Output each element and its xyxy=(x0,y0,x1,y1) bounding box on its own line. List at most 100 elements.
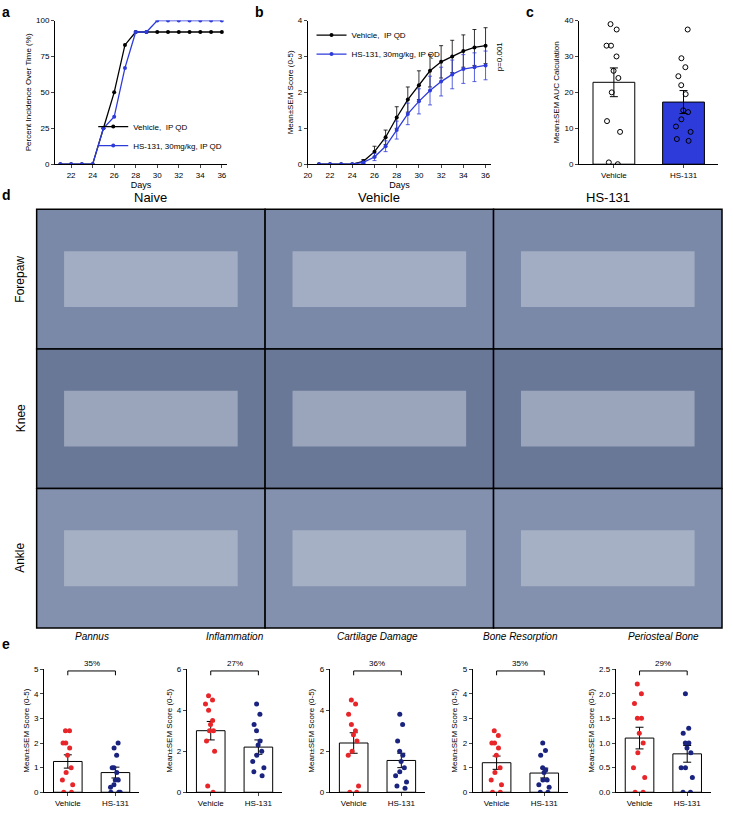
svg-text:Vehicle: Vehicle xyxy=(55,799,81,808)
svg-text:Forepaw: Forepaw xyxy=(13,256,27,303)
svg-text:2: 2 xyxy=(34,739,39,748)
svg-text:4: 4 xyxy=(34,690,39,699)
svg-text:Knee: Knee xyxy=(14,404,28,432)
svg-text:2.5: 2.5 xyxy=(599,665,611,674)
svg-text:HS-131, 30mg/kg, IP QD: HS-131, 30mg/kg, IP QD xyxy=(133,142,222,151)
svg-text:HS-131: HS-131 xyxy=(245,799,273,808)
svg-text:5: 5 xyxy=(463,665,468,674)
svg-text:Naive: Naive xyxy=(134,190,167,205)
svg-text:2: 2 xyxy=(320,747,325,756)
svg-text:2: 2 xyxy=(177,747,182,756)
svg-text:HS-131: HS-131 xyxy=(674,799,702,808)
svg-text:3: 3 xyxy=(463,714,468,723)
svg-text:0: 0 xyxy=(320,788,325,797)
svg-text:Bone Resorption: Bone Resorption xyxy=(483,631,558,642)
svg-text:0: 0 xyxy=(569,160,574,169)
svg-text:Mean±SEM Score (0-5): Mean±SEM Score (0-5) xyxy=(587,688,596,772)
svg-text:0: 0 xyxy=(177,788,182,797)
svg-text:34: 34 xyxy=(196,171,205,180)
svg-text:HS-131: HS-131 xyxy=(531,799,559,808)
svg-text:36: 36 xyxy=(217,171,226,180)
svg-text:3: 3 xyxy=(298,52,303,61)
svg-text:29%: 29% xyxy=(655,659,671,668)
svg-text:1.5: 1.5 xyxy=(599,714,611,723)
svg-text:26: 26 xyxy=(110,171,119,180)
svg-text:35%: 35% xyxy=(512,659,528,668)
svg-text:6: 6 xyxy=(177,665,182,674)
svg-text:e: e xyxy=(2,636,10,652)
svg-text:Mean±SEM AUC Calculation: Mean±SEM AUC Calculation xyxy=(552,41,561,143)
svg-text:35%: 35% xyxy=(84,659,100,668)
svg-text:75: 75 xyxy=(40,52,49,61)
svg-text:50: 50 xyxy=(40,88,49,97)
svg-text:30: 30 xyxy=(153,171,162,180)
svg-text:HS-131: HS-131 xyxy=(102,799,130,808)
svg-text:1: 1 xyxy=(298,124,303,133)
svg-text:0: 0 xyxy=(463,788,468,797)
svg-text:Mean±SEM Score (0-5): Mean±SEM Score (0-5) xyxy=(307,688,316,772)
svg-text:Inflammation: Inflammation xyxy=(206,631,264,642)
svg-text:Percent Incidence Over Time (%: Percent Incidence Over Time (%) xyxy=(24,33,33,151)
svg-text:36: 36 xyxy=(481,171,490,180)
svg-text:Days: Days xyxy=(389,180,410,190)
svg-text:4: 4 xyxy=(320,706,325,715)
svg-text:d: d xyxy=(2,187,11,203)
svg-text:32: 32 xyxy=(437,171,446,180)
svg-text:Vehicle: Vehicle xyxy=(358,190,400,205)
svg-text:32: 32 xyxy=(174,171,183,180)
svg-text:Vehicle: Vehicle xyxy=(198,799,224,808)
svg-text:2: 2 xyxy=(463,739,468,748)
svg-text:1: 1 xyxy=(34,763,39,772)
svg-text:p=0.001: p=0.001 xyxy=(495,42,504,72)
svg-text:1: 1 xyxy=(463,763,468,772)
svg-text:6: 6 xyxy=(320,665,325,674)
svg-text:24: 24 xyxy=(88,171,97,180)
svg-text:2: 2 xyxy=(298,88,303,97)
svg-text:100: 100 xyxy=(36,16,50,25)
svg-text:Cartilage Damage: Cartilage Damage xyxy=(337,631,418,642)
svg-text:0: 0 xyxy=(34,788,39,797)
svg-text:36%: 36% xyxy=(369,659,385,668)
svg-text:28: 28 xyxy=(131,171,140,180)
svg-text:Vehicle: Vehicle xyxy=(627,799,653,808)
svg-text:Pannus: Pannus xyxy=(75,631,109,642)
svg-text:40: 40 xyxy=(565,16,574,25)
svg-text:Mean±SEM Score (0-5): Mean±SEM Score (0-5) xyxy=(286,50,295,134)
svg-text:34: 34 xyxy=(459,171,468,180)
svg-text:HS-131: HS-131 xyxy=(388,799,416,808)
svg-text:24: 24 xyxy=(348,171,357,180)
svg-text:4: 4 xyxy=(463,690,468,699)
svg-text:Ankle: Ankle xyxy=(13,542,27,572)
svg-text:0.0: 0.0 xyxy=(599,788,611,797)
svg-text:4: 4 xyxy=(298,16,303,25)
svg-text:22: 22 xyxy=(326,171,335,180)
svg-text:Vehicle: Vehicle xyxy=(601,171,627,180)
svg-text:27%: 27% xyxy=(227,659,243,668)
svg-text:Mean±SEM Score (0-5): Mean±SEM Score (0-5) xyxy=(450,688,459,772)
svg-text:4: 4 xyxy=(177,706,182,715)
svg-text:c: c xyxy=(526,4,534,20)
svg-text:a: a xyxy=(2,4,10,20)
svg-text:Mean±SEM Score (0-5): Mean±SEM Score (0-5) xyxy=(22,688,31,772)
svg-text:3: 3 xyxy=(34,714,39,723)
svg-text:b: b xyxy=(255,4,264,20)
svg-text:Vehicle, IP QD: Vehicle, IP QD xyxy=(133,123,187,132)
svg-text:20: 20 xyxy=(303,171,312,180)
svg-text:HS-131: HS-131 xyxy=(586,190,630,205)
svg-text:10: 10 xyxy=(565,124,574,133)
svg-text:28: 28 xyxy=(392,171,401,180)
svg-text:0.5: 0.5 xyxy=(599,763,611,772)
svg-text:0: 0 xyxy=(45,160,50,169)
svg-text:25: 25 xyxy=(40,124,49,133)
svg-text:0: 0 xyxy=(298,160,303,169)
svg-text:Vehicle: Vehicle xyxy=(484,799,510,808)
svg-text:Days: Days xyxy=(131,180,152,190)
svg-text:30: 30 xyxy=(565,52,574,61)
svg-text:2.0: 2.0 xyxy=(599,690,611,699)
svg-text:26: 26 xyxy=(370,171,379,180)
svg-text:Mean±SEM Score (0-5): Mean±SEM Score (0-5) xyxy=(165,688,174,772)
svg-text:Vehicle: Vehicle xyxy=(341,799,367,808)
svg-text:20: 20 xyxy=(565,88,574,97)
svg-text:22: 22 xyxy=(67,171,76,180)
svg-text:Vehicle, IP QD: Vehicle, IP QD xyxy=(352,31,406,40)
